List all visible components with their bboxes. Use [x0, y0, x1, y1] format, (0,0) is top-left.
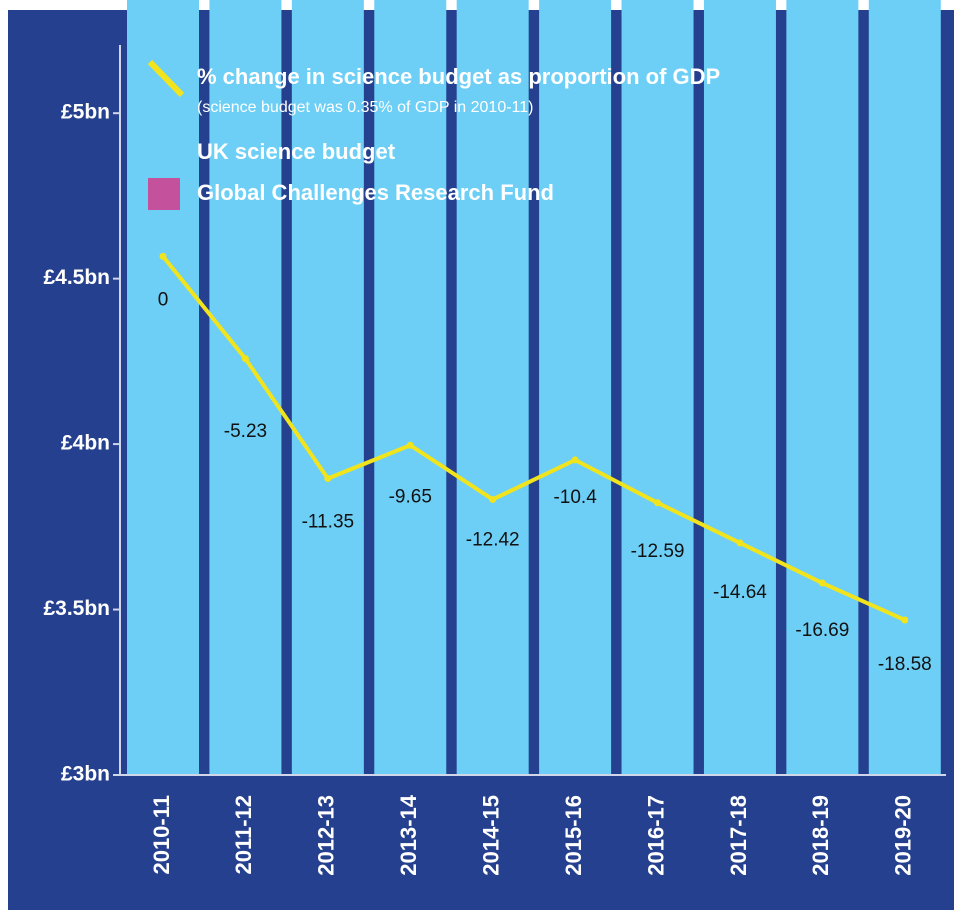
line-point	[159, 252, 167, 260]
y-tick-label: £5bn	[61, 101, 110, 124]
line-point	[324, 475, 332, 483]
legend-label: % change in science budget as proportion…	[197, 64, 720, 89]
line-point	[489, 495, 497, 503]
bar	[291, 0, 364, 775]
legend-label: UK science budget	[197, 139, 396, 164]
data-label: -9.65	[389, 486, 432, 507]
x-tick-label: 2013-14	[396, 794, 421, 876]
x-tick-label: 2019-20	[891, 795, 916, 876]
bar	[868, 0, 941, 775]
legend-line	[147, 59, 185, 98]
x-tick-label: 2014-15	[479, 795, 504, 876]
x-tick-label: 2016-17	[643, 795, 668, 876]
data-label: -14.64	[713, 582, 767, 603]
line-point	[241, 355, 249, 363]
data-label: -10.4	[553, 487, 597, 508]
data-label: -5.23	[224, 421, 267, 442]
x-tick-label: 2010-11	[149, 795, 174, 875]
x-tick-label: 2012-13	[314, 795, 339, 876]
line-point	[406, 441, 414, 449]
y-tick-label: £3.5bn	[43, 597, 110, 620]
bar	[209, 0, 282, 775]
x-tick-label: 2015-16	[561, 795, 586, 876]
bar	[374, 0, 447, 775]
data-label: 0	[158, 289, 169, 310]
x-tick-label: 2018-19	[808, 795, 833, 876]
x-tick-label: 2011-12	[231, 795, 256, 875]
y-tick-label: £4bn	[61, 432, 110, 455]
line-point	[654, 499, 662, 507]
line	[161, 255, 906, 622]
legend-swatch	[148, 137, 180, 169]
bar	[786, 0, 859, 775]
y-tick-label: £4.5bn	[43, 266, 110, 289]
line-point	[901, 616, 909, 624]
data-label: -16.69	[795, 620, 849, 641]
data-label: -12.42	[466, 529, 520, 550]
line-point	[571, 456, 579, 464]
x-tick-label: 2017-18	[726, 795, 751, 876]
line-point	[736, 539, 744, 547]
data-label: -18.58	[878, 654, 932, 675]
bar	[621, 0, 694, 775]
line-point	[818, 579, 826, 587]
bar	[456, 0, 529, 775]
legend-note: (science budget was 0.35% of GDP in 2010…	[197, 99, 534, 116]
bar	[539, 0, 612, 775]
legend-swatch	[148, 178, 180, 210]
data-label: -11.35	[302, 512, 354, 533]
data-label: -12.59	[631, 541, 685, 562]
bar	[127, 0, 200, 775]
legend-label: Global Challenges Research Fund	[197, 180, 554, 205]
bar	[703, 0, 776, 775]
y-tick-label: £3bn	[61, 763, 110, 786]
